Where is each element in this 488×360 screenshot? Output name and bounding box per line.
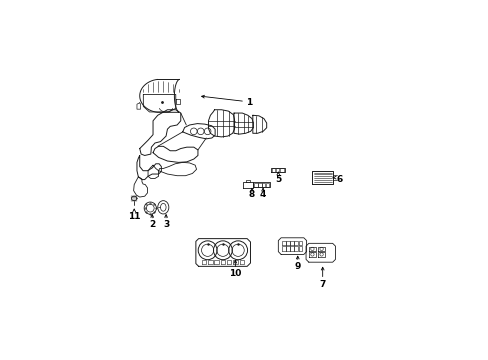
Text: 9: 9 bbox=[294, 262, 300, 271]
Text: 11: 11 bbox=[128, 212, 140, 221]
Text: 4: 4 bbox=[259, 190, 266, 199]
Text: 8: 8 bbox=[248, 190, 255, 199]
Text: 2: 2 bbox=[149, 220, 155, 229]
Polygon shape bbox=[131, 196, 137, 201]
Text: 3: 3 bbox=[163, 220, 169, 229]
Text: 10: 10 bbox=[229, 269, 241, 278]
Text: 7: 7 bbox=[319, 280, 325, 289]
Text: 6: 6 bbox=[336, 175, 342, 184]
Text: 1: 1 bbox=[245, 98, 252, 107]
Text: 5: 5 bbox=[275, 175, 281, 184]
